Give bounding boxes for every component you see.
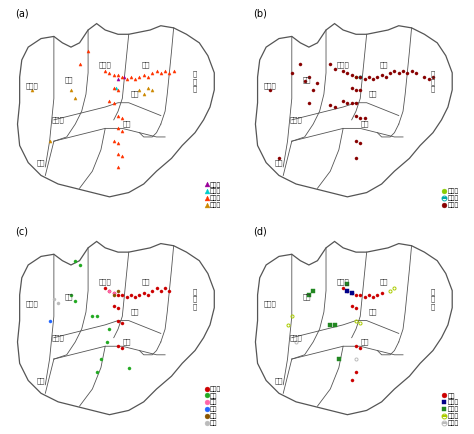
Polygon shape xyxy=(18,241,214,415)
Text: 康县: 康县 xyxy=(360,339,369,345)
Text: 礼县: 礼县 xyxy=(302,294,311,300)
Text: 礼县: 礼县 xyxy=(64,76,73,82)
Text: 康县: 康县 xyxy=(360,121,369,128)
Text: (a): (a) xyxy=(15,9,29,19)
Text: 武都县: 武都县 xyxy=(290,117,302,123)
Text: 武都县: 武都县 xyxy=(52,117,64,123)
Text: 礼县: 礼县 xyxy=(302,76,311,82)
Text: 成县: 成县 xyxy=(131,91,139,98)
Text: 徽县: 徽县 xyxy=(380,279,388,286)
Text: 文县: 文县 xyxy=(275,159,283,166)
Text: 西和县: 西和县 xyxy=(337,279,349,286)
Text: (c): (c) xyxy=(15,227,28,237)
Text: 武都县: 武都县 xyxy=(52,334,64,341)
Text: 成县: 成县 xyxy=(131,309,139,316)
Text: 康县: 康县 xyxy=(122,121,131,128)
Text: 西和县: 西和县 xyxy=(99,61,111,68)
Text: 成县: 成县 xyxy=(369,91,377,98)
Legend: 铅锌矿, 金矿, 铜矿, 锑矿, 铁矿, 不详: 铅锌矿, 金矿, 铜矿, 锑矿, 铁矿, 不详 xyxy=(204,385,222,427)
Text: 岩昌县: 岩昌县 xyxy=(264,300,277,307)
Text: 成县: 成县 xyxy=(369,309,377,316)
Legend: 闭库, 废弃库, 停用库, 在用库, 在建库: 闭库, 废弃库, 停用库, 在用库, 在建库 xyxy=(442,392,460,427)
Text: 文县: 文县 xyxy=(37,159,46,166)
Polygon shape xyxy=(18,23,214,197)
Polygon shape xyxy=(255,241,452,415)
Text: 两
当
县: 两 当 县 xyxy=(431,70,435,92)
Text: 文县: 文县 xyxy=(37,377,46,384)
Text: (d): (d) xyxy=(253,227,267,237)
Text: 徽县: 徽县 xyxy=(142,279,150,286)
Text: 两
当
县: 两 当 县 xyxy=(193,70,197,92)
Text: 岩昌县: 岩昌县 xyxy=(264,82,277,89)
Text: 文县: 文县 xyxy=(275,377,283,384)
Legend: 二等库, 三等库, 四等库, 五等库: 二等库, 三等库, 四等库, 五等库 xyxy=(204,181,222,209)
Text: 礼县: 礼县 xyxy=(64,294,73,300)
Text: 徽县: 徽县 xyxy=(142,61,150,68)
Text: 两
当
县: 两 当 县 xyxy=(193,288,197,310)
Text: 岩昌县: 岩昌县 xyxy=(26,300,39,307)
Text: 康县: 康县 xyxy=(122,339,131,345)
Text: 西和县: 西和县 xyxy=(337,61,349,68)
Text: 西和县: 西和县 xyxy=(99,279,111,286)
Polygon shape xyxy=(255,23,452,197)
Text: (b): (b) xyxy=(253,9,267,19)
Text: 岩昌县: 岩昌县 xyxy=(26,82,39,89)
Text: 两
当
县: 两 当 县 xyxy=(431,288,435,310)
Text: 徽县: 徽县 xyxy=(380,61,388,68)
Legend: 河漫型, 河边型, 山谷型: 河漫型, 河边型, 山谷型 xyxy=(442,188,460,209)
Text: 武都县: 武都县 xyxy=(290,334,302,341)
